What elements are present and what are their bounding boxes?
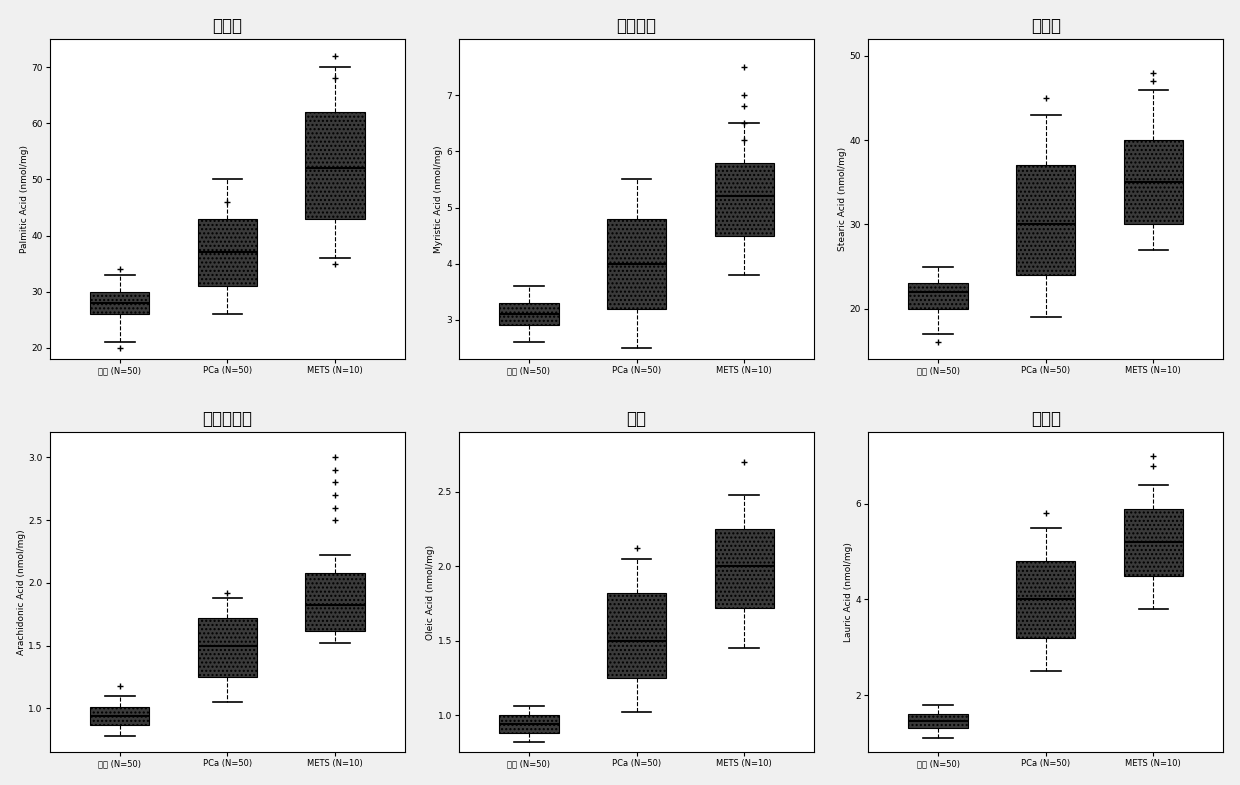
PathPatch shape — [1016, 561, 1075, 637]
Title: 棕榈酸: 棕榈酸 — [212, 16, 242, 35]
Y-axis label: Oleic Acid (nmol/mg): Oleic Acid (nmol/mg) — [425, 545, 435, 640]
PathPatch shape — [1016, 166, 1075, 275]
PathPatch shape — [1123, 509, 1183, 575]
PathPatch shape — [714, 529, 774, 608]
Y-axis label: Palmitic Acid (nmol/mg): Palmitic Acid (nmol/mg) — [20, 145, 29, 253]
PathPatch shape — [714, 162, 774, 236]
Title: 月桂酸: 月桂酸 — [1030, 410, 1060, 428]
Title: 油酸: 油酸 — [626, 410, 646, 428]
PathPatch shape — [1123, 140, 1183, 225]
PathPatch shape — [197, 618, 257, 677]
PathPatch shape — [909, 714, 967, 728]
Y-axis label: Arachidonic Acid (nmol/mg): Arachidonic Acid (nmol/mg) — [16, 529, 26, 655]
PathPatch shape — [606, 593, 666, 678]
PathPatch shape — [91, 292, 149, 314]
PathPatch shape — [91, 707, 149, 725]
PathPatch shape — [305, 112, 365, 219]
PathPatch shape — [606, 219, 666, 309]
Y-axis label: Stearic Acid (nmol/mg): Stearic Acid (nmol/mg) — [838, 147, 847, 251]
PathPatch shape — [305, 573, 365, 630]
PathPatch shape — [500, 303, 558, 326]
PathPatch shape — [500, 715, 558, 733]
Title: 硬脂酸: 硬脂酸 — [1030, 16, 1060, 35]
PathPatch shape — [197, 219, 257, 287]
PathPatch shape — [909, 283, 967, 309]
Y-axis label: Lauric Acid (nmol/mg): Lauric Acid (nmol/mg) — [843, 542, 853, 642]
Title: 肉豆蔻酸: 肉豆蔻酸 — [616, 16, 656, 35]
Y-axis label: Myristic Acid (nmol/mg): Myristic Acid (nmol/mg) — [434, 145, 444, 253]
Title: 花生四烯酸: 花生四烯酸 — [202, 410, 253, 428]
